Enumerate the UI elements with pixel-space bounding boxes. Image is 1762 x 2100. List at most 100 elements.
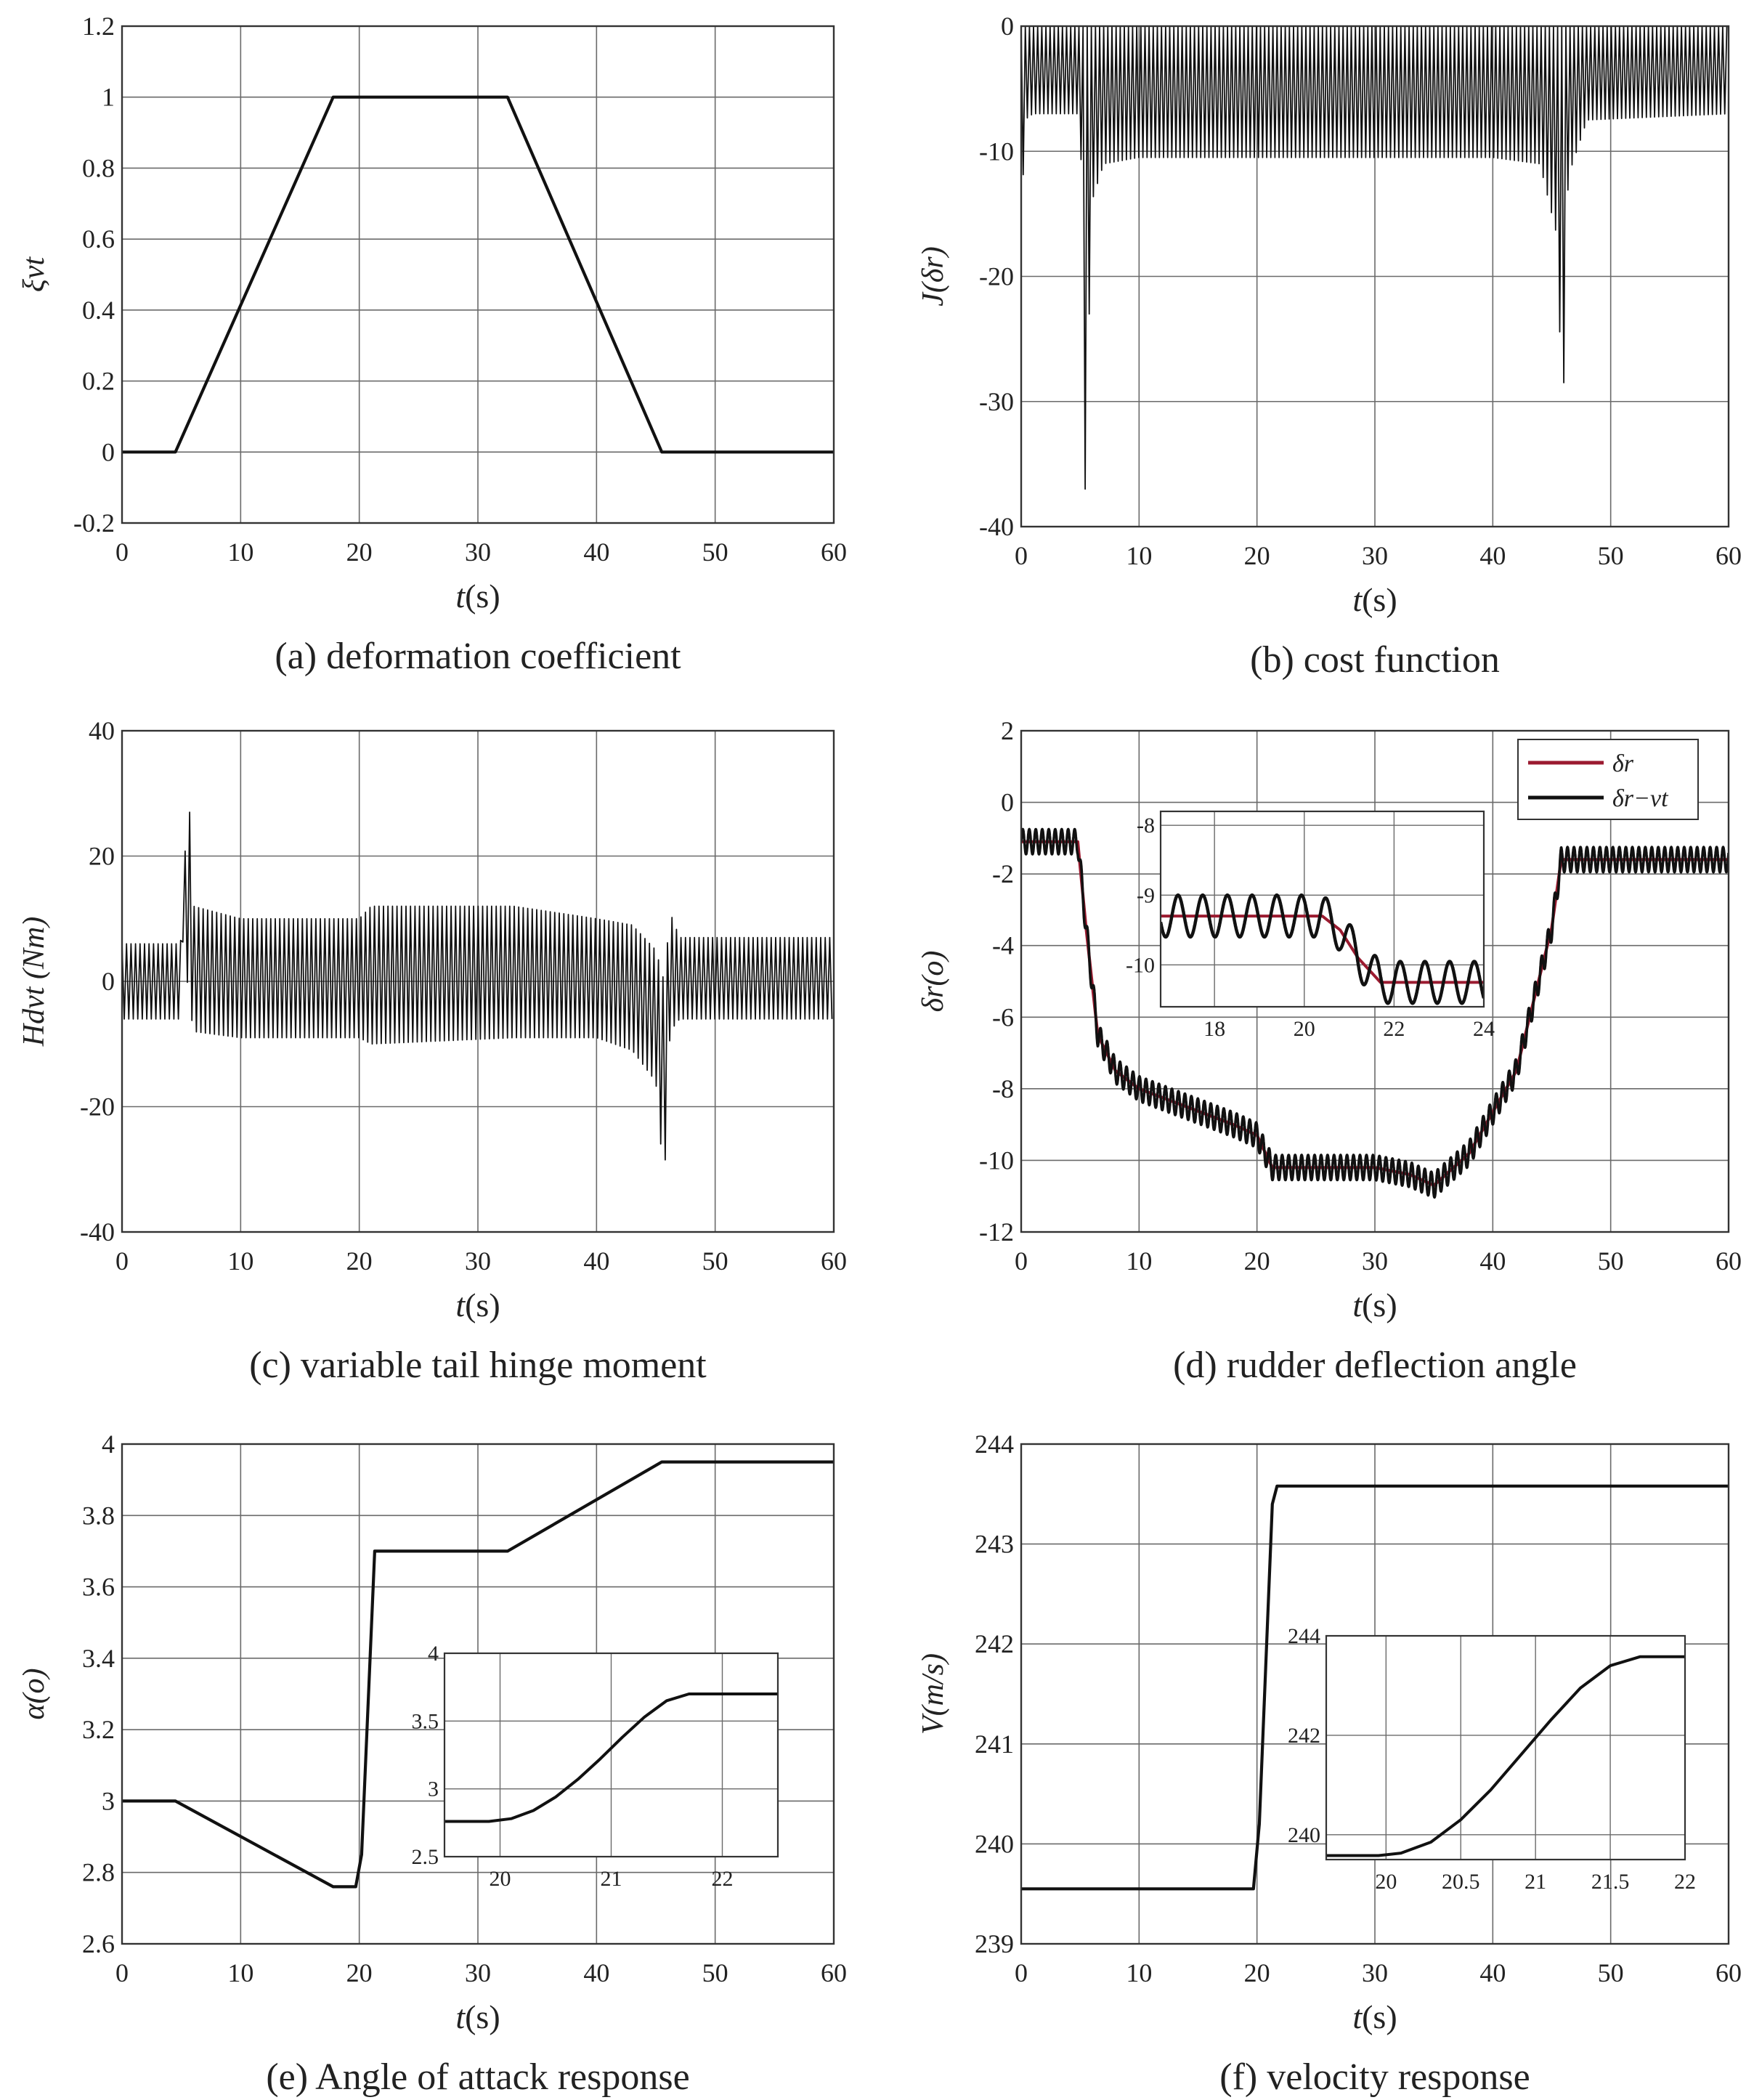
inset-x-tick-label: 22 bbox=[1674, 1870, 1696, 1894]
inset-series-line-δr−vt bbox=[1161, 893, 1484, 1005]
legend: δr δr−vt bbox=[1517, 739, 1699, 820]
chart-panel-e: 0 10 20 30 40 50 60 2.6 2.8 3 3.2 3.4 3.6 3.8 4 t(s) α(o… bbox=[17, 1430, 847, 2098]
inset-y-tick-label: 3 bbox=[428, 1777, 439, 1801]
inset-y-tick-label: 244 bbox=[1288, 1624, 1320, 1648]
x-axis-label: t(s) bbox=[1352, 1998, 1397, 2035]
panel-caption: (d) rudder deflection angle bbox=[1173, 1345, 1577, 1386]
series-line-J(δr) bbox=[1021, 26, 1728, 490]
y-tick-label: 20 bbox=[89, 842, 115, 871]
chart-panel-d: 0 10 20 30 40 50 60 -12 -10 -8 -6 -4 -2 0 2 t(s) δr(o) (d… bbox=[917, 716, 1742, 1386]
x-axis-label: t(s) bbox=[455, 577, 500, 615]
x-tick-label: 10 bbox=[227, 1958, 253, 1987]
y-tick-label: -10 bbox=[979, 137, 1014, 166]
x-tick-label: 30 bbox=[1362, 1246, 1388, 1276]
panel-caption: (f) velocity response bbox=[1219, 2056, 1530, 2098]
y-tick-label: -12 bbox=[979, 1217, 1014, 1246]
y-axis-label: ξvt bbox=[17, 256, 51, 293]
plot-frame bbox=[1020, 25, 1730, 528]
plot-frame bbox=[121, 1443, 835, 1945]
y-tick-label: 0 bbox=[102, 967, 115, 996]
inset-y-tick-label: -10 bbox=[1126, 953, 1155, 977]
panel-caption: (b) cost function bbox=[1250, 639, 1500, 681]
x-tick-label: 60 bbox=[1716, 1958, 1742, 1987]
x-tick-label: 20 bbox=[346, 1246, 373, 1276]
x-tick-label: 40 bbox=[583, 1958, 609, 1987]
y-tick-label: 1.2 bbox=[82, 12, 115, 41]
x-tick-label: 30 bbox=[465, 1958, 491, 1987]
x-tick-label: 60 bbox=[821, 538, 847, 567]
x-tick-label: 50 bbox=[1598, 541, 1624, 570]
inset-y-tick-label: 242 bbox=[1288, 1724, 1320, 1748]
legend-box bbox=[1517, 739, 1699, 820]
plot-frame bbox=[121, 729, 835, 1233]
panel-caption: (a) deformation coefficient bbox=[275, 636, 681, 677]
x-tick-label: 10 bbox=[227, 1246, 253, 1276]
inset-x-tick-label: 20 bbox=[490, 1867, 511, 1891]
inset-x-tick-label: 21 bbox=[1525, 1870, 1546, 1894]
inset-x-tick-label: 20 bbox=[1294, 1017, 1315, 1041]
y-tick-label: -40 bbox=[80, 1217, 115, 1246]
x-tick-label: 60 bbox=[1716, 1246, 1742, 1276]
x-tick-label: 30 bbox=[1362, 1958, 1388, 1987]
x-tick-label: 20 bbox=[346, 538, 373, 567]
y-axis-label: α(o) bbox=[17, 1668, 51, 1719]
inset-x-tick-label: 20.5 bbox=[1442, 1870, 1480, 1894]
y-tick-label: 0.4 bbox=[82, 296, 115, 325]
x-tick-label: 0 bbox=[115, 1958, 129, 1987]
y-tick-label: 4 bbox=[102, 1430, 115, 1459]
x-tick-label: 0 bbox=[1015, 1958, 1028, 1987]
plot-frame bbox=[1020, 729, 1730, 1233]
y-tick-label: 3 bbox=[102, 1786, 115, 1815]
x-tick-label: 30 bbox=[1362, 541, 1388, 570]
x-tick-label: 20 bbox=[1244, 1958, 1270, 1987]
y-tick-label: -20 bbox=[979, 262, 1014, 291]
inset-panel: 20 21 22 2.5 3 3.5 4 bbox=[412, 1642, 779, 1891]
y-tick-label: -0.2 bbox=[73, 508, 115, 538]
inset-y-tick-label: -8 bbox=[1137, 814, 1155, 838]
y-tick-label: -30 bbox=[979, 387, 1014, 416]
inset-frame bbox=[1325, 1634, 1686, 1861]
inset-panel: 20 20.5 21 21.5 22 240 242 244 bbox=[1288, 1624, 1696, 1894]
y-tick-label: -2 bbox=[992, 859, 1014, 888]
x-axis-label: t(s) bbox=[455, 1286, 500, 1323]
chart-panel-b: 0 10 20 30 40 50 60 -40 -30 -20 -10 0 t(s) J(δr) (b) c… bbox=[917, 12, 1742, 681]
y-tick-label: 242 bbox=[975, 1629, 1014, 1658]
y-axis-label: V(m/s) bbox=[917, 1653, 950, 1735]
legend-label: δr−vt bbox=[1612, 785, 1669, 812]
inset-frame bbox=[443, 1652, 779, 1858]
y-tick-label: 1 bbox=[102, 83, 115, 112]
y-tick-label: 3.8 bbox=[82, 1501, 115, 1530]
series-line-α bbox=[122, 1460, 834, 1889]
series-line-ξvt bbox=[122, 95, 834, 454]
x-tick-label: 30 bbox=[465, 538, 491, 567]
x-tick-label: 10 bbox=[1126, 541, 1152, 570]
y-tick-label: -40 bbox=[979, 512, 1014, 541]
inset-y-tick-label: 3.5 bbox=[412, 1709, 439, 1733]
x-tick-label: 0 bbox=[115, 1246, 129, 1276]
y-tick-label: 239 bbox=[975, 1929, 1014, 1958]
x-axis-label: t(s) bbox=[1352, 581, 1397, 618]
x-tick-label: 0 bbox=[115, 538, 129, 567]
chart-panel-f: 0 10 20 30 40 50 60 239 240 241 242 243 244 t(s) V(m/s… bbox=[917, 1430, 1742, 2098]
y-tick-label: 3.4 bbox=[82, 1644, 115, 1673]
y-tick-label: 0 bbox=[1001, 788, 1014, 817]
y-tick-label: 240 bbox=[975, 1829, 1014, 1858]
inset-y-tick-label: -9 bbox=[1137, 883, 1155, 907]
y-tick-label: -4 bbox=[992, 931, 1014, 960]
y-tick-label: 2.6 bbox=[82, 1929, 115, 1958]
panel-caption: (c) variable tail hinge moment bbox=[249, 1345, 707, 1386]
inset-frame bbox=[1159, 810, 1485, 1008]
inset-x-tick-label: 18 bbox=[1203, 1017, 1225, 1041]
y-axis-label: J(δr) bbox=[917, 246, 950, 306]
plot-frame bbox=[1020, 1443, 1730, 1945]
x-tick-label: 0 bbox=[1015, 1246, 1028, 1276]
inset-x-tick-label: 22 bbox=[1383, 1017, 1405, 1041]
x-tick-label: 50 bbox=[702, 1958, 728, 1987]
x-tick-label: 0 bbox=[1015, 541, 1028, 570]
x-tick-label: 50 bbox=[702, 1246, 728, 1276]
inset-x-tick-label: 24 bbox=[1473, 1017, 1495, 1041]
inset-series-line-V bbox=[1326, 1655, 1685, 1857]
x-tick-label: 20 bbox=[1244, 1246, 1270, 1276]
y-tick-label: 0.2 bbox=[82, 367, 115, 396]
legend-label: δr bbox=[1612, 750, 1634, 777]
